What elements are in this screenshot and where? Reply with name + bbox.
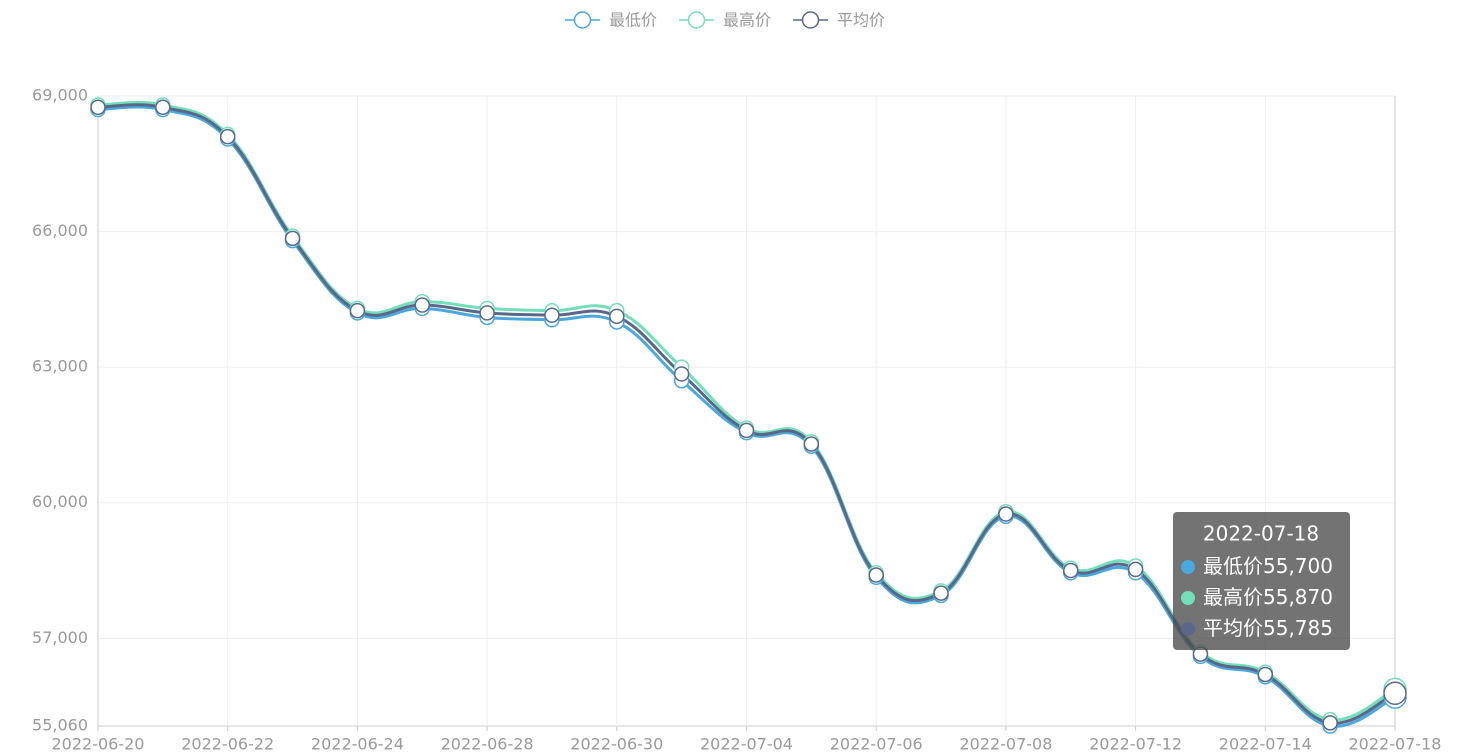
tooltip-row: 平均价55,785 — [1203, 616, 1333, 640]
x-tick-label: 2022-06-20 — [52, 735, 145, 754]
tooltip-title: 2022-07-18 — [1203, 522, 1319, 546]
y-tick-label: 57,000 — [32, 628, 88, 647]
data-point[interactable] — [90, 99, 106, 116]
legend-label: 最低价 — [609, 11, 657, 30]
tooltip-series-name: 最高价 — [1203, 585, 1263, 609]
x-tick-label: 2022-07-14 — [1219, 735, 1312, 754]
y-tick-label: 63,000 — [32, 357, 88, 376]
legend-icon — [801, 11, 820, 29]
legend-label: 平均价 — [837, 11, 885, 30]
data-point[interactable] — [284, 230, 301, 247]
x-tick-label: 2022-06-30 — [570, 735, 663, 754]
y-tick-label: 60,000 — [32, 492, 88, 511]
legend-label: 最高价 — [723, 11, 771, 30]
data-point[interactable] — [998, 506, 1014, 522]
x-tick-label: 2022-06-28 — [441, 735, 534, 754]
legend-item[interactable]: 平均价 — [793, 11, 885, 30]
tooltip-series-name: 最低价 — [1203, 554, 1263, 578]
tooltip-dot — [1181, 591, 1195, 605]
data-point[interactable] — [1322, 715, 1338, 731]
data-point[interactable] — [349, 302, 366, 319]
tooltip-series-name: 平均价 — [1203, 616, 1263, 640]
data-point[interactable] — [933, 585, 949, 601]
data-point[interactable] — [1127, 561, 1144, 578]
legend-icon — [687, 11, 706, 29]
tooltip-row: 最高价55,870 — [1203, 585, 1333, 609]
y-tick-label: 55,060 — [32, 716, 88, 735]
tooltip-dot — [1181, 622, 1195, 636]
data-point[interactable] — [544, 307, 560, 323]
x-tick-label: 2022-07-12 — [1089, 735, 1182, 754]
data-point[interactable] — [1383, 681, 1407, 705]
x-tick-label: 2022-07-08 — [959, 735, 1052, 754]
data-point[interactable] — [1063, 562, 1079, 579]
data-point[interactable] — [868, 567, 884, 583]
x-tick-label: 2022-07-06 — [830, 735, 923, 754]
data-point[interactable] — [609, 308, 625, 325]
legend-icon — [573, 11, 592, 29]
data-point[interactable] — [673, 366, 690, 382]
data-point[interactable] — [155, 99, 171, 116]
data-point[interactable] — [414, 297, 430, 313]
x-tick-label: 2022-07-18 — [1349, 735, 1442, 754]
data-point[interactable] — [738, 422, 755, 439]
tooltip-value: 55,870 — [1263, 585, 1333, 609]
tooltip-row: 最低价55,700 — [1203, 554, 1333, 578]
data-point[interactable] — [479, 305, 495, 321]
legend-item[interactable]: 最低价 — [565, 11, 657, 30]
data-point[interactable] — [219, 128, 236, 145]
tooltip-box — [1173, 512, 1350, 650]
data-point[interactable] — [1257, 666, 1274, 683]
tooltip-value: 55,785 — [1263, 616, 1333, 640]
x-tick-label: 2022-07-04 — [700, 735, 793, 754]
tooltip-value: 55,700 — [1263, 554, 1333, 578]
x-tick-label: 2022-06-24 — [311, 735, 404, 754]
x-tick-label: 2022-06-22 — [181, 735, 274, 754]
legend-item[interactable]: 最高价 — [679, 11, 771, 30]
data-point[interactable] — [803, 436, 820, 452]
y-tick-label: 66,000 — [32, 221, 88, 240]
y-tick-label: 69,000 — [32, 86, 88, 105]
tooltip: 2022-07-18最低价55,700最高价55,870平均价55,785 — [1173, 512, 1350, 650]
tooltip-dot — [1181, 560, 1195, 574]
